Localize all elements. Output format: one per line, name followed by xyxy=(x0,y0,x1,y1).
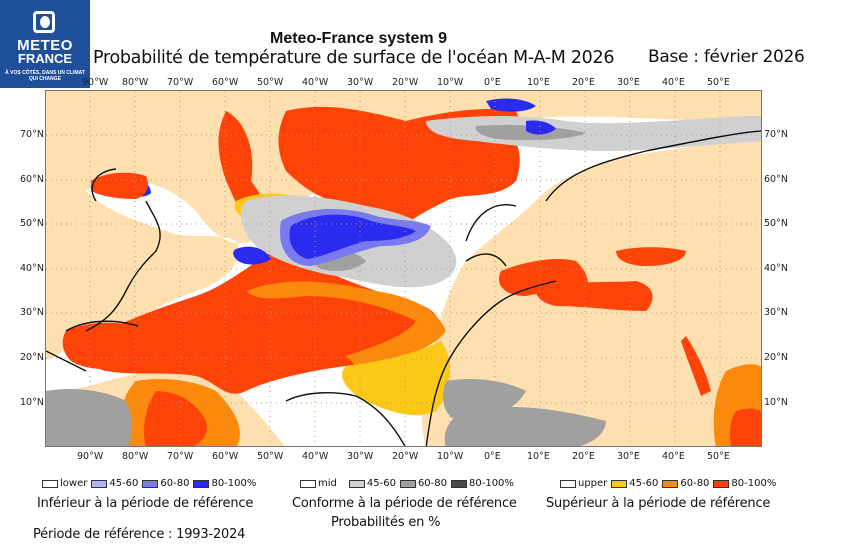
lon-tick: 20°W xyxy=(392,451,419,462)
lat-tick: 50°N xyxy=(764,218,788,229)
meteo-france-logo: METEO FRANCE À VOS CÔTÉS, DANS UN CLIMAT… xyxy=(0,0,90,88)
lat-tick: 10°N xyxy=(764,397,788,408)
logo-tagline: À VOS CÔTÉS, DANS UN CLIMAT QUI CHANGE xyxy=(5,70,85,82)
legend-swatch xyxy=(662,479,679,488)
lat-tick: 30°N xyxy=(20,307,44,318)
lon-tick: 60°W xyxy=(212,451,239,462)
legend-swatch xyxy=(42,479,58,488)
lat-tick: 70°N xyxy=(20,129,44,140)
legend-label: 45-60 xyxy=(109,478,139,489)
lon-tick: 50°E xyxy=(707,77,730,88)
legend-item: lower xyxy=(42,478,87,489)
lat-tick: 40°N xyxy=(20,263,44,274)
lon-tick: 90°W xyxy=(82,77,109,88)
lon-tick: 40°E xyxy=(662,77,685,88)
legend-label: lower xyxy=(60,478,88,489)
lat-tick: 60°N xyxy=(20,174,44,185)
legend-item: 80-100% xyxy=(451,478,514,489)
lon-tick: 80°W xyxy=(122,451,149,462)
meteo-france-emblem-icon xyxy=(33,11,55,33)
lon-tick: 20°E xyxy=(572,451,595,462)
map-canvas xyxy=(46,91,761,446)
legend-label: 80-100% xyxy=(469,478,514,489)
legend-item: 80-100% xyxy=(193,478,256,489)
legend-label: 45-60 xyxy=(629,478,659,489)
legend-swatch xyxy=(300,479,316,488)
legend-swatch xyxy=(91,479,108,488)
legend-upper: upper 45-60 60-80 80-100% xyxy=(560,478,780,489)
legend-item: 45-60 xyxy=(348,478,396,489)
lon-tick: 50°E xyxy=(707,451,730,462)
lon-tick: 30°W xyxy=(347,77,374,88)
legend-swatch xyxy=(399,479,416,488)
lat-tick: 50°N xyxy=(20,218,44,229)
lon-tick: 80°W xyxy=(122,77,149,88)
legend-item: 45-60 xyxy=(91,478,138,489)
legend-item: mid xyxy=(300,478,337,489)
legend-label: 45-60 xyxy=(366,478,396,489)
lat-tick: 70°N xyxy=(764,129,788,140)
legend-mid: mid 45-60 60-80 80-100% xyxy=(300,478,518,489)
logo-line-1: METEO xyxy=(17,37,73,54)
legend-swatch xyxy=(560,479,576,488)
lon-tick: 0°E xyxy=(484,451,501,462)
legend-item: 60-80 xyxy=(142,478,189,489)
legend-swatch xyxy=(713,479,730,488)
lon-tick: 70°W xyxy=(167,77,194,88)
lon-tick: 20°E xyxy=(572,77,595,88)
lon-tick: 10°W xyxy=(437,451,464,462)
lon-tick: 70°W xyxy=(167,451,194,462)
lat-tick: 20°N xyxy=(764,352,788,363)
lon-tick: 40°W xyxy=(302,451,329,462)
lon-tick: 30°E xyxy=(617,77,640,88)
legend-swatch xyxy=(451,479,467,488)
lon-tick: 40°E xyxy=(662,451,685,462)
lat-tick: 10°N xyxy=(20,397,44,408)
legend-label: 80-100% xyxy=(731,478,777,489)
legend-item: 80-100% xyxy=(713,478,776,489)
lon-tick: 60°W xyxy=(212,77,239,88)
legend-label: upper xyxy=(578,478,608,489)
lat-tick: 60°N xyxy=(764,174,788,185)
lon-tick: 90°W xyxy=(77,451,104,462)
lon-tick: 10°W xyxy=(437,77,464,88)
chart-subtitle: Probabilité de température de surface de… xyxy=(93,48,615,68)
sst-probability-map xyxy=(45,90,762,447)
logo-line-2: FRANCE xyxy=(17,51,73,66)
lon-tick: 30°W xyxy=(347,451,374,462)
probabilities-caption: Probabilités en % xyxy=(331,515,441,530)
legend-item: upper xyxy=(560,478,607,489)
legend-lower: lower 45-60 60-80 80-100% xyxy=(42,478,260,489)
legend-label: 60-80 xyxy=(160,478,190,489)
lon-tick: 50°W xyxy=(257,77,284,88)
lat-tick: 30°N xyxy=(764,307,788,318)
legend-mid-caption: Conforme à la période de référence xyxy=(292,496,517,511)
legend-item: 45-60 xyxy=(611,478,658,489)
legend-lower-caption: Inférieur à la période de référence xyxy=(37,496,254,511)
lon-tick: 10°E xyxy=(527,451,550,462)
legend-swatch xyxy=(193,479,210,488)
legend-label: 60-80 xyxy=(417,478,447,489)
lon-tick: 0°E xyxy=(484,77,501,88)
chart-title: Meteo-France system 9 xyxy=(270,30,447,47)
legend-item: 60-80 xyxy=(399,478,447,489)
lat-tick: 40°N xyxy=(764,263,788,274)
legend-label: 60-80 xyxy=(680,478,710,489)
legend-swatch xyxy=(348,479,365,488)
legend-swatch xyxy=(142,479,159,488)
lon-tick: 10°E xyxy=(527,77,550,88)
lon-tick: 40°W xyxy=(302,77,329,88)
lat-tick: 20°N xyxy=(20,352,44,363)
legend-item: 60-80 xyxy=(662,478,709,489)
reference-period: Période de référence : 1993-2024 xyxy=(33,527,246,542)
legend-label: 80-100% xyxy=(211,478,257,489)
base-date: Base : février 2026 xyxy=(648,47,805,67)
lon-tick: 20°W xyxy=(392,77,419,88)
legend-upper-caption: Supérieur à la période de référence xyxy=(546,496,771,511)
legend-swatch xyxy=(611,479,628,488)
lon-tick: 50°W xyxy=(257,451,284,462)
legend-label: mid xyxy=(318,478,337,489)
lon-tick: 30°E xyxy=(617,451,640,462)
